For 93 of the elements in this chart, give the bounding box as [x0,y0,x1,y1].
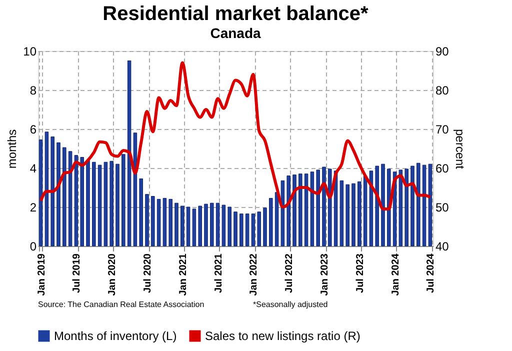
x-tick-label: Jan 2022 [248,253,260,296]
x-tick-label: Jul 2024 [426,253,437,293]
legend-label: Sales to new listings ratio (R) [205,329,360,343]
bar [346,184,350,246]
bar [116,164,120,246]
bar [228,206,232,246]
bar [110,160,114,246]
bar [127,60,132,246]
bar [104,162,108,246]
bar [292,174,296,246]
x-tick-label: Jan 2021 [178,253,189,296]
x-tick-label: Jan 2019 [36,253,48,296]
bar [375,166,379,246]
bar [174,202,178,246]
bar [86,160,90,246]
chart-title: Residential market balance* [102,3,369,25]
bar [416,162,420,246]
y2-tick-label: 60 [436,162,450,176]
bar [240,214,244,246]
x-tick-label: Jan 2024 [390,253,402,296]
bar [168,198,172,246]
bar [92,162,96,246]
bar [387,168,391,246]
bar [404,168,408,246]
bar [363,176,368,246]
bar [198,206,202,246]
bar [422,164,426,246]
bar [263,208,267,246]
bar [156,198,161,246]
bar [74,155,78,246]
bar [304,174,308,246]
chart-subtitle: Canada [210,25,261,41]
y2-axis-title: percent [452,128,467,170]
source-note: Source: The Canadian Real Estate Association [38,300,204,309]
line-series [39,61,432,210]
bar [38,139,43,246]
bar [186,206,190,246]
bar [340,180,344,246]
bar [245,214,250,246]
x-tick-label: Jan 2023 [320,253,330,296]
bar [162,198,167,246]
bar [80,157,84,246]
bar [381,164,385,246]
y-tick-label: 4 [30,162,37,176]
text: *Seasonally adjusted [253,300,328,309]
bar [316,170,320,246]
bar [192,208,196,246]
x-tick-label: Jul 2020 [142,253,154,293]
bar [286,176,290,246]
y-axis-title: months [5,129,20,169]
y2-tick-label: 40 [436,240,450,254]
x-tick-label: Jul 2021 [213,253,224,293]
bar [222,204,226,246]
y-tick-label: 2 [30,200,37,214]
bar [44,132,49,246]
bar [204,204,208,246]
legend-label: Months of inventory (L) [54,329,177,343]
bar [98,164,102,246]
x-tick-label: Jul 2023 [354,253,366,293]
bar [358,181,362,246]
x-tick-label: Jan 2020 [107,253,118,296]
bar [56,142,60,246]
y2-tick-label: 90 [436,44,450,58]
bar [68,151,72,246]
y-tick-label: 10 [23,44,37,58]
bar [210,202,214,246]
bar [145,194,149,246]
bar [428,164,432,246]
bar [50,136,54,246]
bar [151,196,155,246]
y-tick-label: 0 [30,240,37,254]
bar [234,212,238,246]
bar [298,174,302,246]
bar [352,183,356,246]
bar [216,202,220,246]
y2-tick-label: 50 [436,200,450,214]
bar [328,168,332,246]
bar [257,212,261,246]
bar [251,214,256,246]
bar [122,154,126,246]
x-tick-label: Jul 2022 [284,253,296,293]
bar [410,166,414,246]
y-tick-label: 8 [30,84,37,98]
y-tick-label: 6 [30,122,37,136]
bar [310,172,314,246]
x-tick-label: Jul 2019 [72,253,83,293]
y2-tick-label: 70 [436,122,450,136]
y2-tick-label: 80 [436,84,450,98]
bar [180,206,184,246]
bar [62,147,66,246]
bar [269,198,273,246]
bar [139,178,143,246]
bar [322,166,326,246]
